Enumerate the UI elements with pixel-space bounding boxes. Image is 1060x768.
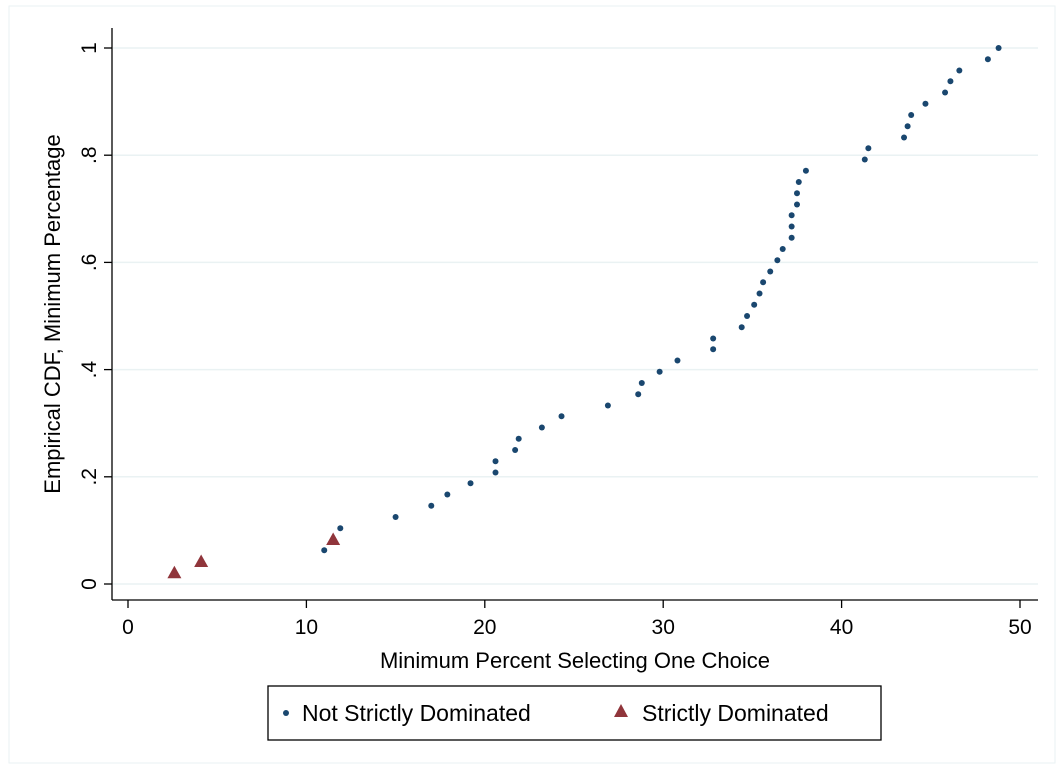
data-point-not-strictly-dominated bbox=[444, 491, 451, 498]
data-point-not-strictly-dominated bbox=[865, 145, 872, 152]
data-points bbox=[167, 45, 1002, 579]
data-point-not-strictly-dominated bbox=[861, 156, 868, 163]
x-tick-label: 10 bbox=[295, 616, 318, 639]
x-axis-ticks: 0 10 20 30 40 50 bbox=[122, 600, 1032, 639]
data-point-not-strictly-dominated bbox=[984, 56, 991, 63]
data-point-not-strictly-dominated bbox=[794, 201, 800, 208]
data-point-not-strictly-dominated bbox=[756, 290, 763, 297]
data-point-not-strictly-dominated bbox=[901, 134, 908, 141]
data-point-not-strictly-dominated bbox=[802, 167, 809, 174]
data-point-not-strictly-dominated bbox=[512, 447, 519, 453]
data-point-not-strictly-dominated bbox=[428, 502, 435, 509]
data-point-not-strictly-dominated bbox=[467, 480, 474, 487]
data-point-not-strictly-dominated bbox=[794, 190, 800, 197]
data-point-not-strictly-dominated bbox=[656, 368, 663, 375]
data-point-not-strictly-dominated bbox=[392, 514, 399, 520]
y-tick-label: .8 bbox=[78, 146, 101, 164]
data-point-not-strictly-dominated bbox=[558, 413, 565, 420]
legend-label-not-strictly-dominated: Not Strictly Dominated bbox=[302, 700, 531, 726]
x-axis-title: Minimum Percent Selecting One Choice bbox=[380, 648, 770, 673]
data-point-strictly-dominated bbox=[167, 565, 182, 579]
data-point-not-strictly-dominated bbox=[492, 458, 499, 465]
data-point-strictly-dominated bbox=[194, 554, 209, 567]
data-point-not-strictly-dominated bbox=[492, 469, 499, 476]
gridlines bbox=[113, 47, 1038, 585]
data-point-not-strictly-dominated bbox=[674, 357, 681, 364]
data-point-strictly-dominated bbox=[326, 532, 341, 546]
data-point-not-strictly-dominated bbox=[774, 257, 781, 264]
y-tick-label: 0 bbox=[78, 578, 101, 590]
data-point-not-strictly-dominated bbox=[710, 346, 717, 353]
data-point-not-strictly-dominated bbox=[744, 313, 751, 319]
x-tick-label: 30 bbox=[652, 616, 675, 639]
x-tick-label: 40 bbox=[830, 616, 853, 639]
data-point-not-strictly-dominated bbox=[767, 268, 774, 275]
x-tick-label: 50 bbox=[1008, 616, 1031, 639]
legend: Not Strictly Dominated Strictly Dominate… bbox=[267, 685, 882, 741]
x-tick-label: 20 bbox=[473, 616, 496, 639]
y-tick-label: .2 bbox=[78, 468, 101, 486]
data-point-not-strictly-dominated bbox=[942, 89, 949, 96]
data-point-not-strictly-dominated bbox=[788, 234, 795, 241]
data-point-not-strictly-dominated bbox=[738, 324, 745, 331]
y-axis-ticks: 0 .2 .4 .6 .8 1 bbox=[78, 42, 112, 590]
data-point-not-strictly-dominated bbox=[956, 67, 963, 74]
data-point-not-strictly-dominated bbox=[904, 123, 911, 130]
y-axis-title: Empirical CDF, Minimum Percentage bbox=[40, 134, 65, 493]
data-point-not-strictly-dominated bbox=[788, 223, 795, 230]
data-point-not-strictly-dominated bbox=[995, 45, 1002, 51]
y-tick-label: .6 bbox=[78, 254, 101, 272]
data-point-not-strictly-dominated bbox=[638, 380, 645, 386]
data-point-not-strictly-dominated bbox=[538, 424, 545, 431]
data-point-not-strictly-dominated bbox=[760, 279, 767, 286]
data-point-not-strictly-dominated bbox=[604, 402, 611, 409]
data-point-not-strictly-dominated bbox=[779, 246, 786, 252]
y-tick-label: 1 bbox=[78, 42, 101, 54]
data-point-not-strictly-dominated bbox=[710, 335, 717, 342]
data-point-not-strictly-dominated bbox=[337, 525, 344, 532]
data-point-not-strictly-dominated bbox=[751, 301, 758, 308]
data-point-not-strictly-dominated bbox=[788, 212, 795, 219]
data-point-not-strictly-dominated bbox=[947, 78, 954, 85]
legend-label-strictly-dominated: Strictly Dominated bbox=[642, 700, 829, 726]
data-point-not-strictly-dominated bbox=[321, 547, 328, 554]
data-point-not-strictly-dominated bbox=[635, 391, 642, 398]
x-tick-label: 0 bbox=[122, 616, 134, 639]
figure-border bbox=[8, 5, 1056, 764]
data-point-not-strictly-dominated bbox=[922, 100, 929, 107]
data-point-not-strictly-dominated bbox=[515, 435, 522, 442]
legend-box bbox=[267, 685, 882, 741]
data-point-not-strictly-dominated bbox=[795, 179, 802, 185]
y-tick-label: .4 bbox=[78, 361, 101, 379]
legend-marker-strictly-dominated bbox=[614, 704, 628, 717]
legend-marker-not-strictly-dominated bbox=[283, 710, 289, 716]
axes bbox=[111, 28, 1038, 601]
data-point-not-strictly-dominated bbox=[908, 112, 915, 118]
